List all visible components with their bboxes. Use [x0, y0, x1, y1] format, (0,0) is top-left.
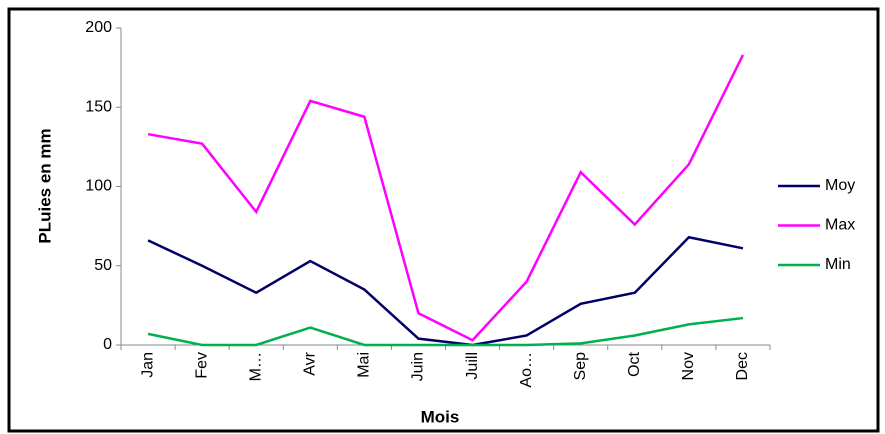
y-axis-title: PLuies en mm [35, 128, 54, 243]
legend-label: Min [825, 256, 851, 273]
chart-frame [7, 7, 880, 433]
series-line [147, 316, 744, 347]
x-tick-label: Nov [680, 352, 697, 380]
y-tick-label: 100 [85, 178, 112, 195]
y-tick-label: 150 [85, 98, 112, 115]
x-tick-label: Juin [410, 352, 427, 381]
series-line [147, 54, 745, 342]
x-tick-label: Dec [734, 352, 751, 380]
legend-label: Max [825, 217, 855, 234]
y-tick-label: 0 [103, 336, 112, 353]
x-tick-label: Mai [356, 352, 373, 378]
x-tick-label: Oct [626, 351, 643, 376]
x-tick-label: Ao… [518, 352, 535, 388]
y-tick-label: 50 [94, 257, 112, 274]
x-tick-label: Sep [572, 352, 589, 381]
x-tick-label: M… [247, 352, 264, 381]
legend-label: Moy [825, 177, 855, 194]
series-line [147, 235, 744, 347]
x-tick-label: Avr [302, 351, 319, 375]
x-tick-label: Juill [464, 352, 481, 380]
x-tick-label: Jan [139, 352, 156, 378]
x-axis-title: Mois [421, 407, 460, 426]
x-tick-label: Fev [193, 352, 210, 379]
y-tick-label: 200 [85, 19, 112, 36]
